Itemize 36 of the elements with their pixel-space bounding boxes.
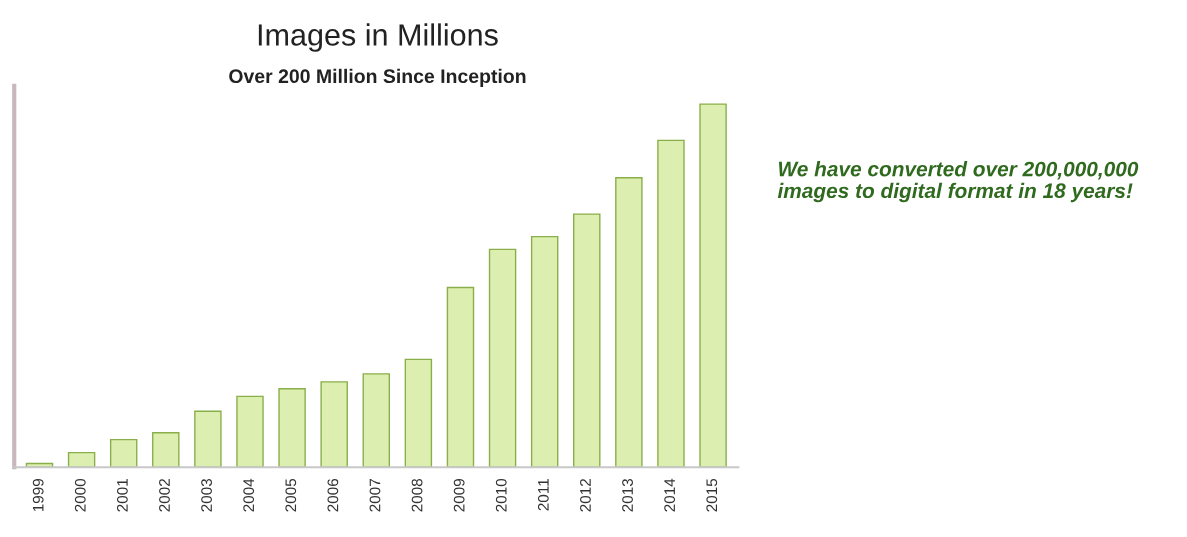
- bar: [67, 451, 96, 468]
- bar: [194, 410, 222, 468]
- x-tick-label: 2005: [285, 478, 297, 512]
- x-tick-label: 2006: [327, 478, 339, 512]
- bar: [236, 395, 264, 468]
- bar: [615, 177, 643, 468]
- x-tick-label: 2009: [453, 479, 465, 512]
- bar: [573, 213, 601, 468]
- bar: [278, 388, 306, 468]
- x-tick-label: 2012: [580, 479, 591, 512]
- x-tick-label: 2008: [411, 478, 423, 512]
- bar: [699, 103, 727, 468]
- x-tick-label: 2000: [74, 478, 86, 512]
- chart-title: Images in Millions: [258, 23, 498, 52]
- x-tick-label: 2004: [243, 478, 255, 512]
- bar: [152, 431, 180, 468]
- x-tick-label: 2007: [369, 479, 381, 512]
- bar: [446, 286, 475, 468]
- bar: [320, 381, 348, 468]
- text: We have converted over 200,000,000 images to digital format in 18 years!: [777, 161, 1139, 203]
- x-tick-label: 2001: [116, 479, 128, 512]
- bar: [362, 373, 391, 468]
- x-tick-label: 2013: [622, 478, 633, 512]
- bar: [530, 235, 559, 468]
- x-tick-label: 2010: [495, 478, 507, 512]
- x-tick-label: 1999: [32, 479, 44, 512]
- chart-subtitle: Over 200 Million Since Inception: [229, 68, 526, 87]
- x-tick-label: 2003: [201, 478, 212, 512]
- bar: [109, 438, 138, 468]
- x-tick-label: 2014: [664, 478, 676, 512]
- bar: [488, 248, 517, 468]
- bar: [404, 358, 433, 468]
- x-tick-label: 2011: [537, 479, 549, 511]
- x-tick-label: 2015: [706, 478, 718, 512]
- bar: [657, 139, 685, 468]
- x-tick-label: 2002: [159, 479, 170, 512]
